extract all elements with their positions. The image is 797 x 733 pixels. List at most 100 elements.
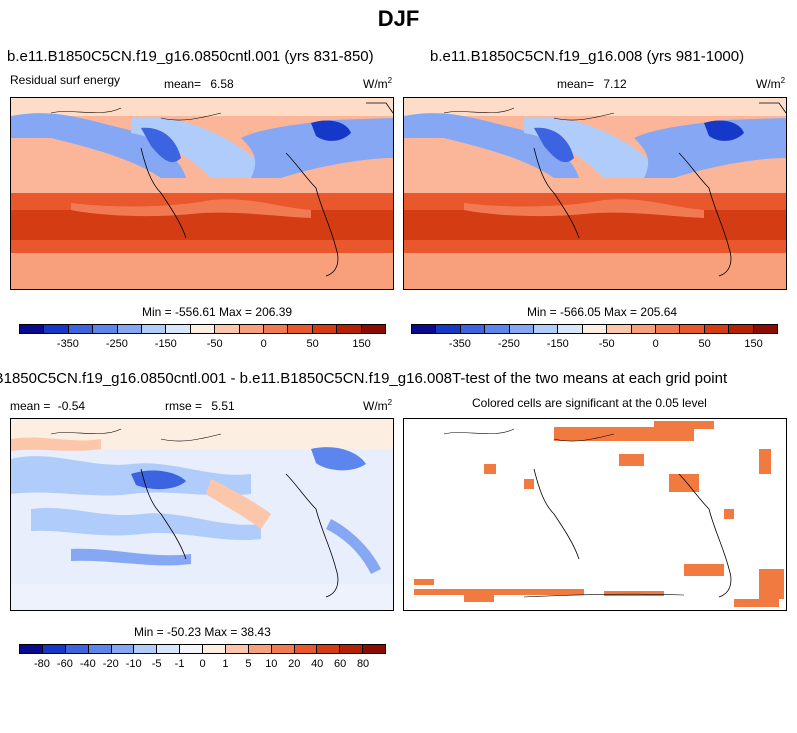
colorbar-swatch xyxy=(68,325,94,333)
panel4-significant-cells xyxy=(414,421,784,607)
colorbar-swatch xyxy=(20,325,45,333)
panel2-field xyxy=(404,98,786,289)
colorbar-swatch xyxy=(509,325,535,333)
panel2-colorbar-ticks: -350 -250 -150 -50 0 50 150 xyxy=(411,336,778,350)
colorbar-tick-label: 50 xyxy=(698,338,711,350)
panel3-rmse-label: rmse = xyxy=(165,399,203,413)
panel3-mean-label: mean = xyxy=(10,399,51,413)
colorbar-swatch xyxy=(93,325,118,333)
panel2-mean-value: 7.12 xyxy=(603,77,627,91)
figure-title: DJF xyxy=(377,6,420,31)
colorbar-swatch xyxy=(248,645,272,653)
colorbar-swatch xyxy=(485,325,510,333)
colorbar-swatch xyxy=(436,325,461,333)
colorbar-tick-label: 0 xyxy=(260,338,267,350)
panel2-title: b.e11.B1850C5CN.f19_g16.008 (yrs 981-100… xyxy=(430,48,745,65)
colorbar-swatch xyxy=(180,645,203,653)
panel3-field xyxy=(11,419,393,610)
colorbar-swatch xyxy=(534,325,559,333)
colorbar-swatch xyxy=(225,645,249,653)
colorbar-tick-label: -350 xyxy=(448,338,471,350)
colorbar-tick-label: -60 xyxy=(56,658,73,670)
panel3-colorbar xyxy=(19,644,386,654)
panel1-map xyxy=(10,97,394,290)
colorbar-swatch xyxy=(361,325,386,333)
colorbar-tick-label: -10 xyxy=(125,658,142,670)
colorbar-swatch xyxy=(312,325,338,333)
colorbar-swatch xyxy=(44,325,69,333)
colorbar-swatch xyxy=(631,325,657,333)
panel1-minmax: Min = -556.61 Max = 206.39 xyxy=(142,305,293,319)
panel3-units: W/m2 xyxy=(363,398,393,413)
colorbar-swatch xyxy=(680,325,705,333)
panel3-rmse-value: 5.51 xyxy=(211,399,235,413)
colorbar-tick-label: -50 xyxy=(598,338,615,350)
colorbar-swatch xyxy=(294,645,318,653)
colorbar-tick-label: 10 xyxy=(265,658,278,670)
panel3-map xyxy=(10,418,394,611)
colorbar-swatch xyxy=(239,325,265,333)
colorbar-swatch xyxy=(704,325,730,333)
panel4-map xyxy=(403,418,787,611)
colorbar-tick-label: -50 xyxy=(206,338,223,350)
colorbar-swatch xyxy=(753,325,778,333)
colorbar-swatch xyxy=(607,325,632,333)
colorbar-tick-label: -150 xyxy=(154,338,177,350)
colorbar-swatch xyxy=(117,325,143,333)
panel2-minmax: Min = -566.05 Max = 205.64 xyxy=(527,305,678,319)
colorbar-tick-label: 50 xyxy=(306,338,319,350)
colorbar-swatch xyxy=(582,325,608,333)
colorbar-tick-label: 60 xyxy=(334,658,347,670)
panel1-colorbar xyxy=(19,324,386,334)
colorbar-tick-label: -20 xyxy=(102,658,119,670)
colorbar-swatch xyxy=(111,645,135,653)
panel3-mean-value: -0.54 xyxy=(57,399,86,413)
panel1-field xyxy=(11,98,393,289)
panel4-title: T-test of the two means at each grid poi… xyxy=(452,370,728,387)
colorbar-swatch xyxy=(42,645,66,653)
colorbar-tick-label: 0 xyxy=(199,658,206,670)
colorbar-tick-label: -350 xyxy=(56,338,79,350)
panel1-units: W/m2 xyxy=(363,76,393,91)
colorbar-swatch xyxy=(271,645,295,653)
colorbar-swatch xyxy=(264,325,289,333)
panel1-title: b.e11.B1850C5CN.f19_g16.0850cntl.001 (yr… xyxy=(7,48,374,65)
colorbar-tick-label: -250 xyxy=(105,338,128,350)
panel1-subtitle: Residual surf energy xyxy=(10,73,121,87)
colorbar-swatch xyxy=(215,325,240,333)
colorbar-swatch xyxy=(288,325,313,333)
panel1-mean-value: 6.58 xyxy=(210,77,234,91)
panel2-units: W/m2 xyxy=(756,76,786,91)
colorbar-swatch xyxy=(134,645,158,653)
colorbar-tick-label: -40 xyxy=(79,658,96,670)
colorbar-tick-label: 5 xyxy=(245,658,252,670)
panel3-title: b.e11.B1850C5CN.f19_g16.0850cntl.001 - b… xyxy=(0,370,452,387)
panel1-mean-label: mean= xyxy=(164,77,202,91)
colorbar-swatch xyxy=(203,645,226,653)
colorbar-swatch xyxy=(729,325,754,333)
colorbar-swatch xyxy=(142,325,167,333)
colorbar-tick-label: 20 xyxy=(288,658,301,670)
colorbar-swatch xyxy=(20,645,43,653)
panel4-field xyxy=(404,419,786,610)
colorbar-swatch xyxy=(166,325,191,333)
colorbar-swatch xyxy=(157,645,181,653)
colorbar-swatch xyxy=(190,325,216,333)
colorbar-tick-label: 150 xyxy=(744,338,763,350)
panel2-map xyxy=(403,97,787,290)
colorbar-tick-label: -5 xyxy=(151,658,162,670)
colorbar-swatch xyxy=(337,325,362,333)
panel2-colorbar xyxy=(411,324,778,334)
colorbar-swatch xyxy=(412,325,437,333)
panel4-subtitle: Colored cells are significant at the 0.0… xyxy=(472,396,707,410)
colorbar-tick-label: 1 xyxy=(222,658,229,670)
colorbar-swatch xyxy=(88,645,112,653)
panel3-colorbar-ticks: -80 -60 -40 -20 -10 -5 -1 0 1 5 10 20 40 60 80 xyxy=(19,656,386,670)
colorbar-swatch xyxy=(65,645,89,653)
colorbar-swatch xyxy=(656,325,681,333)
colorbar-tick-label: -150 xyxy=(546,338,569,350)
colorbar-swatch xyxy=(460,325,486,333)
colorbar-tick-label: 80 xyxy=(356,658,370,670)
panel1-colorbar-ticks: -350 -250 -150 -50 0 50 150 xyxy=(19,336,386,350)
colorbar-swatch xyxy=(340,645,364,653)
